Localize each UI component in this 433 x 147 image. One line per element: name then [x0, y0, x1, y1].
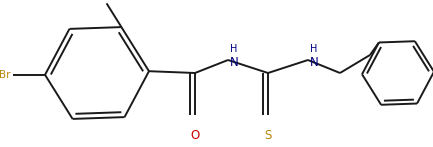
Text: S: S [264, 129, 271, 142]
Text: O: O [191, 129, 200, 142]
Text: N: N [310, 56, 319, 69]
Text: H: H [230, 44, 237, 54]
Text: N: N [230, 56, 239, 69]
Text: Br: Br [0, 70, 10, 80]
Text: H: H [310, 44, 317, 54]
